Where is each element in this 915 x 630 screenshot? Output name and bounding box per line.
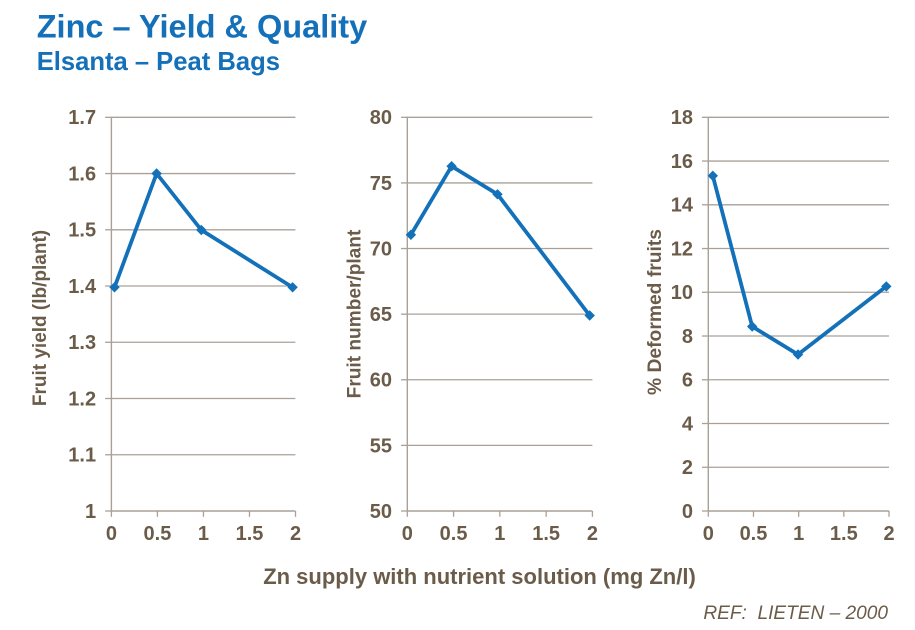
svg-text:2: 2 (682, 457, 693, 479)
svg-text:1: 1 (85, 501, 96, 523)
svg-text:50: 50 (370, 501, 392, 523)
svg-text:0: 0 (402, 523, 413, 545)
svg-text:6: 6 (682, 370, 693, 392)
svg-text:1: 1 (494, 523, 505, 545)
svg-text:Zn supply with nutrient soluti: Zn supply with nutrient solution (mg Zn/… (263, 564, 696, 589)
svg-text:1.6: 1.6 (68, 163, 96, 185)
svg-text:70: 70 (370, 238, 392, 260)
svg-text:60: 60 (370, 370, 392, 392)
svg-text:75: 75 (370, 173, 392, 195)
svg-text:1.3: 1.3 (68, 332, 96, 354)
svg-text:2: 2 (290, 523, 301, 545)
svg-text:Fruit yield (lb/plant): Fruit yield (lb/plant) (30, 230, 51, 406)
svg-text:1.5: 1.5 (236, 523, 264, 545)
svg-text:% Deformed fruits: % Deformed fruits (645, 229, 666, 395)
svg-text:14: 14 (671, 195, 694, 217)
svg-text:1: 1 (198, 523, 209, 545)
svg-text:1.5: 1.5 (68, 220, 96, 242)
svg-text:1.5: 1.5 (532, 523, 560, 545)
svg-text:1.1: 1.1 (68, 445, 96, 467)
svg-text:0.5: 0.5 (144, 523, 172, 545)
svg-text:8: 8 (682, 326, 693, 348)
svg-text:2: 2 (587, 523, 598, 545)
svg-text:80: 80 (370, 107, 392, 129)
svg-text:16: 16 (671, 151, 693, 173)
svg-text:10: 10 (671, 282, 693, 304)
svg-text:1.4: 1.4 (68, 276, 97, 298)
svg-text:4: 4 (682, 413, 694, 435)
svg-text:1: 1 (793, 523, 804, 545)
svg-text:12: 12 (671, 238, 693, 260)
svg-text:1.7: 1.7 (68, 107, 96, 129)
svg-text:1.5: 1.5 (830, 523, 858, 545)
svg-text:Fruit number/plant: Fruit number/plant (345, 229, 366, 398)
svg-text:55: 55 (370, 435, 392, 457)
svg-text:0: 0 (106, 523, 117, 545)
svg-text:Elsanta – Peat Bags: Elsanta – Peat Bags (37, 48, 280, 76)
svg-text:2: 2 (883, 523, 894, 545)
svg-text:REF: LIETEN – 2000: REF: LIETEN – 2000 (703, 603, 888, 624)
svg-text:65: 65 (370, 304, 392, 326)
svg-text:0: 0 (682, 501, 693, 523)
svg-text:0.5: 0.5 (740, 523, 768, 545)
svg-text:1.2: 1.2 (68, 388, 96, 410)
svg-text:Zinc – Yield & Quality: Zinc – Yield & Quality (37, 9, 368, 45)
svg-text:0.5: 0.5 (440, 523, 468, 545)
svg-text:0: 0 (703, 523, 714, 545)
svg-text:18: 18 (671, 107, 693, 129)
